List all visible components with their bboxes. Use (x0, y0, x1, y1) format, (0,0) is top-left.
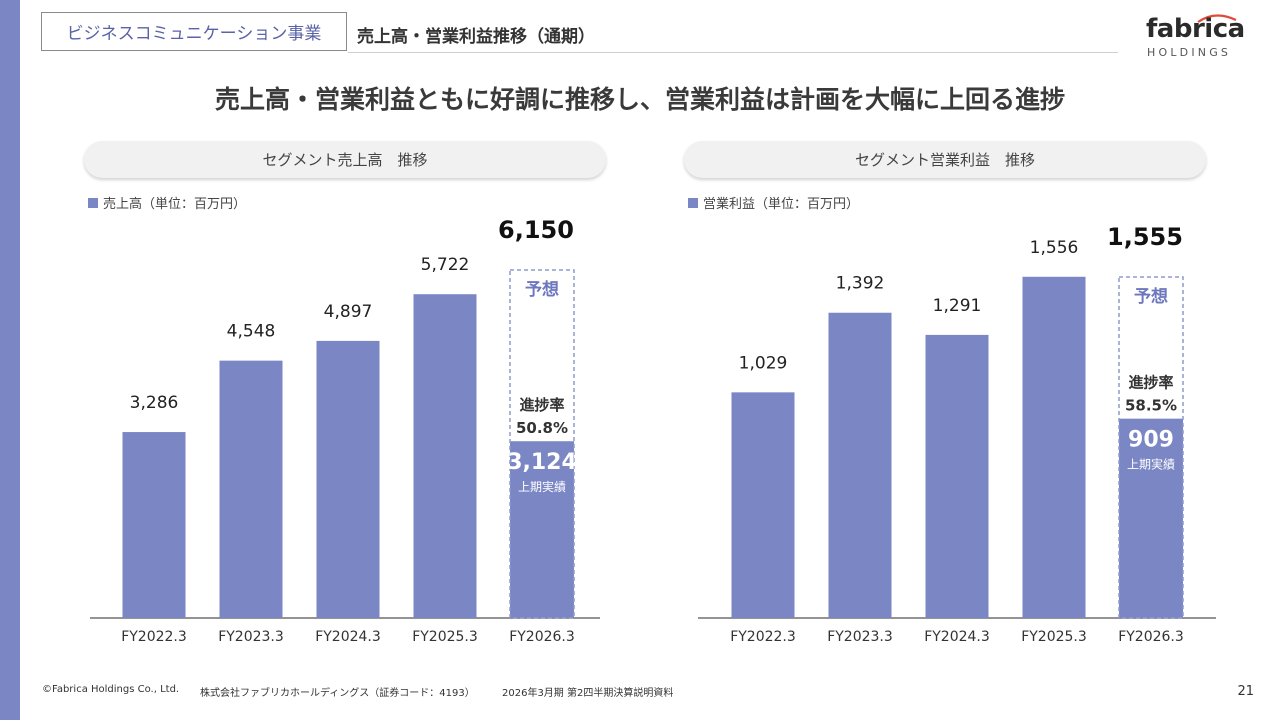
profit-legend-label: 営業利益（単位：百万円） (703, 197, 860, 212)
sales-chart-title: セグメント売上高 推移 (84, 141, 606, 178)
sales-x-tick-label: FY2024.3 (315, 629, 381, 645)
profit-value-label: 1,392 (836, 274, 885, 294)
sales-forecast-value: 6,150 (498, 216, 574, 244)
logo-word: fabrica (1146, 14, 1245, 44)
footer-document: 2026年3月期 第2四半期決算説明資料 (502, 688, 674, 699)
profit-bar (1022, 276, 1086, 618)
sales-bar (510, 441, 574, 618)
sales-bar (316, 340, 380, 618)
profit-bar (1119, 418, 1183, 618)
profit-bar (925, 334, 989, 618)
sales-x-tick-label: FY2025.3 (412, 629, 478, 645)
footer-copyright: ©Fabrica Holdings Co., Ltd. (42, 684, 180, 695)
profit-value-label: 1,291 (933, 296, 982, 316)
profit-legend-swatch (688, 197, 698, 208)
sales-legend-swatch (88, 197, 98, 208)
sales-value-label: 4,897 (324, 302, 373, 322)
logo-swoosh-icon (1197, 14, 1237, 23)
profit-bar (731, 392, 795, 618)
segment-label: ビジネスコミュニケーション事業 (41, 12, 347, 51)
profit-progress-value: 58.5% (1125, 397, 1177, 415)
sales-forecast-box (509, 269, 575, 619)
profit-forecast-tag: 予想 (1134, 286, 1168, 307)
profit-value-label: 1,029 (739, 353, 788, 373)
profit-bar (828, 312, 892, 618)
header-divider (348, 52, 1118, 53)
profit-x-tick-label: FY2026.3 (1118, 629, 1184, 645)
sales-legend: 売上高（単位：百万円） (88, 193, 246, 212)
profit-bar-chart: FY2022.3 1,029 FY2023.3 1,392 FY2024.3 1,291 F… (698, 223, 1216, 645)
profit-x-tick-label: FY2024.3 (924, 629, 990, 645)
sales-value-label: 4,548 (227, 322, 276, 342)
profit-forecast-box (1118, 276, 1184, 619)
sales-bar (122, 432, 186, 618)
page-number: 21 (1237, 684, 1254, 699)
sales-actual-caption: 上期実績 (518, 479, 566, 494)
profit-actual-caption: 上期実績 (1127, 457, 1175, 472)
sales-x-tick-label: FY2023.3 (218, 629, 284, 645)
fabrica-logo: fabrica HOLDINGS (1140, 12, 1245, 62)
sales-value-label: 3,286 (130, 393, 179, 413)
sales-x-tick-label: FY2022.3 (121, 629, 187, 645)
profit-chart-title: セグメント営業利益 推移 (684, 141, 1206, 178)
sales-x-tick-label: FY2026.3 (509, 629, 575, 645)
sales-progress-title: 進捗率 (519, 396, 564, 414)
slide-headline: 売上高・営業利益ともに好調に推移し、営業利益は計画を大幅に上回る進捗 (214, 85, 1065, 114)
profit-progress-title: 進捗率 (1128, 374, 1173, 392)
logo-subtext: HOLDINGS (1147, 46, 1232, 59)
sales-value-label: 5,722 (421, 255, 470, 275)
profit-value-label: 1,556 (1030, 238, 1079, 258)
profit-x-tick-label: FY2022.3 (730, 629, 796, 645)
page-topic: 売上高・営業利益推移（通期） (357, 27, 595, 47)
profit-forecast-value: 1,555 (1107, 223, 1183, 251)
sales-forecast-tag: 予想 (525, 279, 559, 300)
sales-actual-value: 3,124 (507, 450, 577, 475)
profit-actual-value: 909 (1128, 428, 1174, 453)
sales-bar (219, 360, 283, 618)
side-accent-bar (0, 0, 20, 720)
profit-x-tick-label: FY2023.3 (827, 629, 893, 645)
sales-bar (413, 294, 477, 618)
sales-progress-value: 50.8% (516, 419, 568, 437)
sales-bar-chart: FY2022.3 3,286 FY2023.3 4,548 FY2024.3 4,897 F… (90, 216, 600, 645)
footer-company: 株式会社ファブリカホールディングス（証券コード：4193） (200, 688, 475, 699)
profit-x-tick-label: FY2025.3 (1021, 629, 1087, 645)
profit-legend: 営業利益（単位：百万円） (688, 193, 859, 212)
sales-legend-label: 売上高（単位：百万円） (103, 197, 247, 212)
